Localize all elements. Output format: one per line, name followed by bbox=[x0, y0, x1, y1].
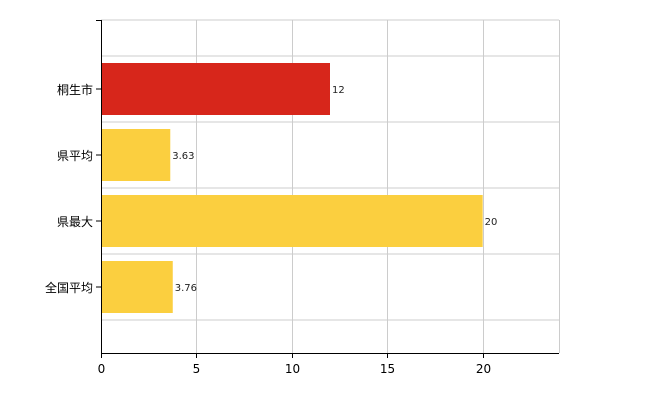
category-label-2: 県最大 bbox=[57, 215, 93, 229]
bar-2 bbox=[101, 195, 483, 247]
bar-layer bbox=[101, 63, 483, 313]
bar-3 bbox=[101, 261, 173, 313]
bar-0 bbox=[101, 63, 330, 115]
data-label-0: 12 bbox=[332, 85, 345, 96]
category-label-3: 全国平均 bbox=[45, 280, 93, 295]
label-layer: 12 桐生市 3.63 県平均 20 県最大 3.76 全国平均 0 5 10 15 20 bbox=[45, 82, 497, 376]
category-label-0: 桐生市 bbox=[57, 82, 93, 97]
x-tick-label-0: 0 bbox=[98, 362, 106, 376]
data-label-2: 20 bbox=[485, 217, 498, 228]
data-label-1: 3.63 bbox=[172, 151, 194, 162]
axis-layer bbox=[96, 20, 559, 358]
category-label-1: 県平均 bbox=[57, 149, 93, 163]
grid-layer bbox=[101, 19, 560, 353]
x-tick-label-3: 15 bbox=[380, 362, 395, 376]
x-tick-label-4: 20 bbox=[476, 362, 491, 376]
bar-1 bbox=[101, 129, 171, 181]
x-tick-label-1: 5 bbox=[193, 362, 201, 376]
x-tick-label-2: 10 bbox=[285, 362, 300, 376]
data-label-3: 3.76 bbox=[175, 283, 197, 294]
